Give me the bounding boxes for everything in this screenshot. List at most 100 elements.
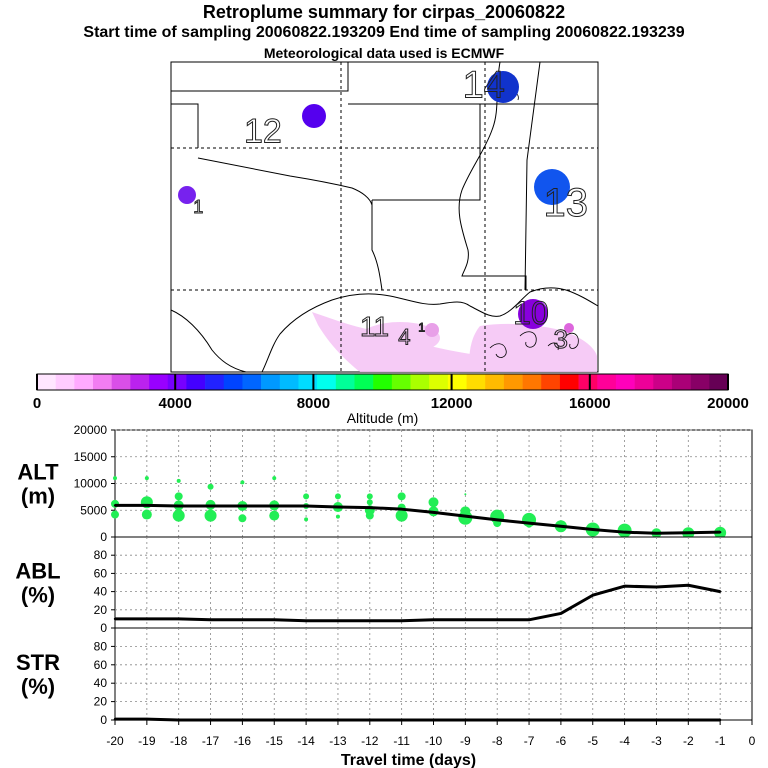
colorbar-tick-label-0: 0 xyxy=(33,395,41,412)
xtick-label-0: -20 xyxy=(106,734,124,748)
xtick-label-12: -8 xyxy=(492,734,503,748)
ytick-label-alt-1: 5000 xyxy=(80,503,107,517)
colorbar-swatch-1 xyxy=(55,374,75,390)
ylabel-abl-top: ABL xyxy=(15,559,60,584)
colorbar-swatch-24 xyxy=(485,374,505,390)
series-point-abl-8 xyxy=(368,619,371,622)
series-point-alt-2 xyxy=(177,504,180,508)
panel-str: 0 20 40 60 80 STR(%) xyxy=(16,627,753,727)
alt-dot-19 xyxy=(303,493,310,500)
series-point-abl-6 xyxy=(304,619,308,622)
panel-abl: 0 20 40 60 80 ABL(%) xyxy=(15,536,753,635)
xtick-label-2: -18 xyxy=(170,734,188,748)
xtick-label-1: -19 xyxy=(138,734,156,748)
alt-dot-22 xyxy=(334,493,341,500)
xtick-label-16: -4 xyxy=(619,734,630,748)
cluster-markers xyxy=(178,71,574,337)
alt-dot-3 xyxy=(144,476,149,481)
xtick-label-3: -17 xyxy=(202,734,220,748)
ylabel-str-top: STR xyxy=(16,650,60,675)
xtick-label-7: -13 xyxy=(329,734,347,748)
day-label-4: 10 xyxy=(513,295,549,331)
trajectory-loop-1 xyxy=(489,343,507,358)
trajectory-loop-3 xyxy=(547,342,559,351)
series-point-abl-1 xyxy=(145,617,149,621)
plume-haze-east xyxy=(469,323,597,372)
ylabel-abl-bottom: (%) xyxy=(21,583,55,608)
series-point-abl-5 xyxy=(273,618,276,622)
alt-dot-9 xyxy=(172,509,185,522)
alt-dot-16 xyxy=(272,476,277,481)
xtick-label-19: -1 xyxy=(715,734,726,748)
alt-dot-26 xyxy=(366,499,373,506)
chart-title: Retroplume summary for cirpas_20060822 xyxy=(202,2,566,22)
day-label-3: 13 xyxy=(543,181,588,225)
series-point-abl-12 xyxy=(496,618,499,622)
colorbar-tick-label-3: 12000 xyxy=(431,395,473,412)
alt-dot-6 xyxy=(176,478,181,483)
series-line-alt-0 xyxy=(115,503,721,535)
colorbar-swatch-20 xyxy=(410,374,430,390)
cluster-marker-coast xyxy=(564,323,574,333)
series-point-alt-10 xyxy=(432,511,435,514)
colorbar-axis-label: Altitude (m) xyxy=(347,410,419,426)
alt-dot-25 xyxy=(366,493,373,500)
ytick-label-abl-3: 60 xyxy=(94,566,108,580)
border-mississippi-river xyxy=(458,61,527,290)
time-series-panels: 05000100001500020000ALT(m)020406080ABL(%… xyxy=(15,423,755,768)
cluster-marker-day-1 xyxy=(178,186,196,204)
met-data-subtitle: Meteorological data used is ECMWF xyxy=(263,45,505,61)
colorbar-swatch-18 xyxy=(373,374,393,390)
alt-dot-31 xyxy=(395,509,408,522)
xtick-label-11: -9 xyxy=(460,734,471,748)
panel-alt: 0 5000 10000 15000 20000 ALT(m) xyxy=(17,423,753,544)
day-label-8: 3 xyxy=(554,324,568,354)
xtick-label-14: -6 xyxy=(556,734,567,748)
xtick-label-18: -2 xyxy=(683,734,694,748)
colorbar-swatch-12 xyxy=(261,374,281,390)
ytick-label-abl-4: 80 xyxy=(94,548,108,562)
cluster-marker-day-13 xyxy=(534,169,570,205)
colorbar-swatch-35 xyxy=(690,374,710,390)
ylabel-str-bottom: (%) xyxy=(21,674,55,699)
border-ok-ks xyxy=(171,62,349,92)
plume-haze-west xyxy=(312,312,596,372)
series-point-abl-15 xyxy=(591,594,594,597)
colorbar-swatch-9 xyxy=(205,374,225,390)
xtick-label-6: -14 xyxy=(297,734,315,748)
xtick-label-20: 0 xyxy=(749,734,756,748)
colorbar-swatch-21 xyxy=(429,374,449,390)
border-ok-tx-north xyxy=(171,103,199,148)
day-label-2: 1 xyxy=(193,197,203,217)
border-red-river xyxy=(197,157,373,206)
ytick-label-str-2: 40 xyxy=(94,676,108,690)
series-point-alt-11 xyxy=(464,514,467,518)
trajectory-loop-4 xyxy=(565,332,579,349)
colorbar-swatch-3 xyxy=(93,374,113,390)
colorbar-swatch-4 xyxy=(111,374,131,390)
colorbar-swatch-7 xyxy=(167,374,187,390)
colorbar-swatch-27 xyxy=(541,374,561,390)
colorbar-swatch-0 xyxy=(37,374,56,390)
day-label-0: 12 xyxy=(244,113,282,151)
colorbar-swatch-22 xyxy=(447,374,467,390)
alt-dot-5 xyxy=(141,509,152,520)
colorbar-swatch-29 xyxy=(578,374,598,390)
border-tx-la xyxy=(371,200,383,291)
colorbar-swatch-16 xyxy=(335,374,355,390)
colorbar-tick-label-4: 16000 xyxy=(569,395,611,412)
ytick-label-str-4: 80 xyxy=(94,639,108,653)
series-point-alt-15 xyxy=(591,528,594,531)
alt-dot-12 xyxy=(204,509,217,522)
colorbar-swatch-23 xyxy=(466,374,486,390)
xtick-label-15: -5 xyxy=(587,734,598,748)
ylabel-alt-top: ALT xyxy=(17,460,59,485)
colorbar-swatch-26 xyxy=(522,374,542,390)
plume-footprint xyxy=(312,312,597,372)
series-point-abl-4 xyxy=(241,618,244,622)
series-line-abl-0 xyxy=(115,583,721,623)
alt-dot-28 xyxy=(365,511,374,520)
colorbar-swatch-13 xyxy=(279,374,299,390)
